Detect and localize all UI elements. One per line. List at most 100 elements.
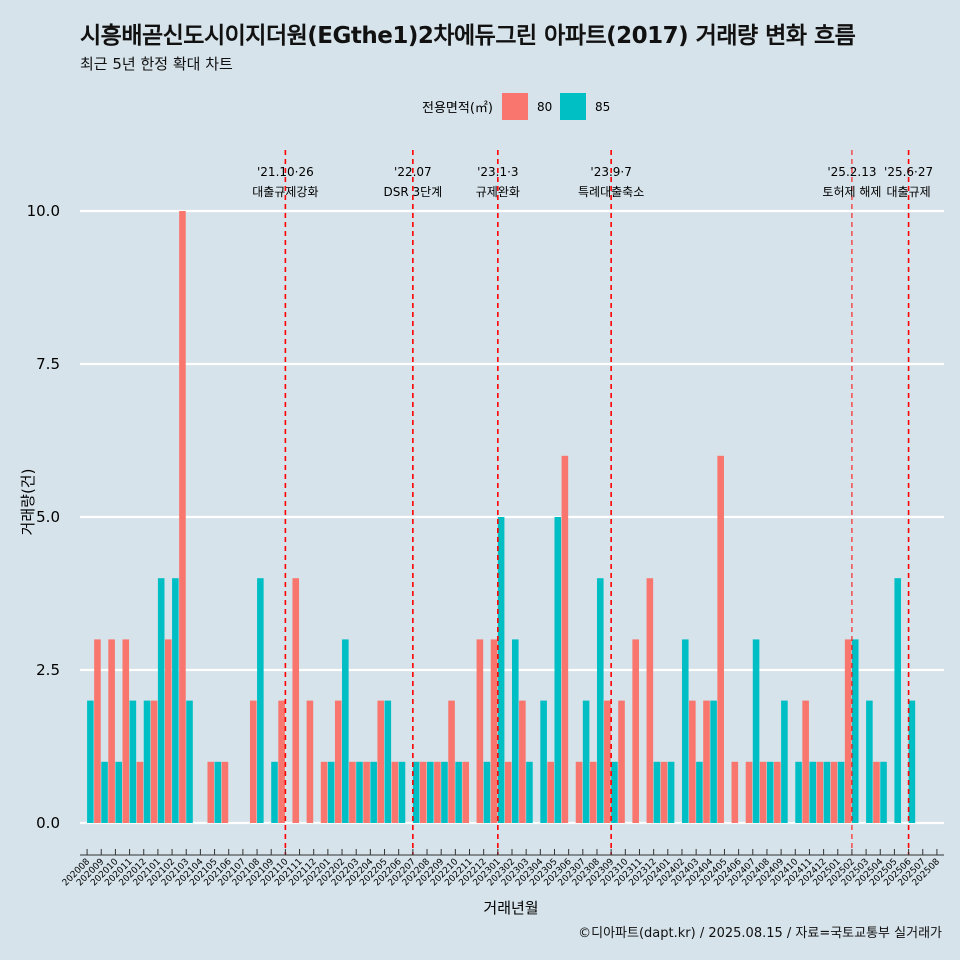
- bar-80-202412: [816, 761, 824, 823]
- bar-80-202205: [377, 700, 385, 823]
- bar-85-202109: [271, 761, 278, 823]
- bar-80-202204: [363, 761, 370, 823]
- bar-85-202011: [129, 700, 137, 823]
- bar-85-202408: [766, 761, 774, 823]
- bar-85-202105: [214, 761, 222, 823]
- bar-85-202304: [540, 700, 547, 823]
- bar-80-202110: [278, 700, 285, 823]
- bar-80-202504: [873, 761, 880, 823]
- bar-80-202310: [618, 700, 625, 823]
- bar-85-202010: [115, 761, 122, 823]
- bar-80-202405: [717, 455, 724, 823]
- event-date: '25.2.13: [827, 165, 876, 179]
- bar-85-202504: [880, 761, 887, 823]
- bar-80-202202: [334, 700, 342, 823]
- bar-85-202209: [441, 761, 448, 823]
- bar-85-202302: [512, 639, 519, 823]
- bar-80-202406: [731, 761, 739, 823]
- bar-85-202404: [710, 700, 717, 823]
- bar-85-202305: [554, 517, 562, 823]
- event-date: '23.9·7: [590, 165, 631, 179]
- bar-80-202308: [589, 761, 597, 823]
- bar-85-202103: [186, 700, 193, 823]
- x-axis-label: 거래년월: [483, 899, 538, 917]
- x-axis: 2020082020092020102020112020122021012021…: [61, 849, 944, 888]
- bar-85-202505: [894, 578, 902, 823]
- bar-80-202106: [221, 761, 229, 823]
- bar-85-202308: [596, 578, 604, 823]
- bar-80-202305: [547, 761, 554, 823]
- bar-85-202102: [172, 578, 179, 823]
- event-label: 규제완화: [476, 185, 520, 199]
- bar-80-202502: [844, 639, 852, 823]
- source-caption: ©디아파트(dapt.kr) / 2025.08.15 / 자료=국토교통부 실…: [578, 926, 942, 941]
- bar-85-202201: [327, 761, 335, 823]
- bar-80-202203: [349, 761, 356, 823]
- bar-85-202412: [823, 761, 831, 823]
- event-label: 특례대출축소: [578, 185, 644, 199]
- bar-80-202303: [519, 700, 526, 823]
- bar-80-202102: [164, 639, 172, 823]
- bar-80-202407: [745, 761, 753, 823]
- event-label: 대출규제강화: [252, 185, 318, 199]
- chart-title: 시흥배곧신도시이지더원(EGthe1)2차에듀그린 아파트(2017) 거래량 …: [80, 23, 856, 49]
- bar-85-202207: [412, 761, 420, 823]
- event-date: '21.10·26: [257, 165, 314, 179]
- y-axis: 0.0 2.5 5.0 7.5 10.0: [27, 202, 60, 832]
- y-tick-label: 5.0: [36, 508, 60, 526]
- bar-85-202502: [851, 639, 859, 823]
- bar-80-202404: [703, 700, 710, 823]
- bar-85-202108: [257, 578, 264, 823]
- bar-80-202409: [774, 761, 781, 823]
- bar-85-202212: [483, 761, 491, 823]
- y-axis-label: 거래량(건): [19, 469, 37, 536]
- legend-swatch-85: [560, 93, 586, 120]
- bar-80-202401: [660, 761, 668, 823]
- bar-85-202012: [143, 700, 151, 823]
- bar-80-202103: [179, 211, 186, 823]
- bar-85-202208: [427, 761, 434, 823]
- bar-80-202209: [434, 761, 441, 823]
- event-date: '22.07: [394, 165, 432, 179]
- bar-80-202302: [504, 761, 512, 823]
- bar-80-202212: [476, 639, 484, 823]
- bar-85-202506: [908, 700, 916, 823]
- bar-85-202202: [342, 639, 349, 823]
- legend-label-85: 85: [595, 100, 610, 114]
- event-date: '25.6·27: [884, 165, 933, 179]
- bar-85-202307: [582, 700, 590, 823]
- chart-subtitle: 최근 5년 한정 확대 차트: [80, 55, 233, 73]
- y-tick-label: 7.5: [36, 355, 60, 373]
- bar-85-202503: [866, 700, 873, 823]
- y-tick-label: 0.0: [36, 814, 60, 832]
- event-lines: [284, 150, 910, 855]
- bar-80-202105: [207, 761, 215, 823]
- bar-80-202009: [94, 639, 101, 823]
- bars: [87, 211, 916, 823]
- bar-80-202312: [646, 578, 654, 823]
- bar-80-202411: [802, 700, 809, 823]
- bar-85-202101: [157, 578, 165, 823]
- bar-85-202401: [667, 761, 675, 823]
- bar-80-202501: [830, 761, 838, 823]
- event-label: DSR 3단계: [383, 185, 442, 199]
- bar-85-202210: [455, 761, 462, 823]
- bar-80-202101: [150, 700, 158, 823]
- legend-label-80: 80: [537, 100, 552, 114]
- bar-80-202211: [462, 761, 470, 823]
- y-tick-label: 10.0: [27, 202, 60, 220]
- bar-80-202108: [249, 700, 257, 823]
- bar-80-202206: [391, 761, 399, 823]
- bar-80-202408: [759, 761, 767, 823]
- legend-swatch-80: [502, 93, 528, 120]
- bar-85-202312: [653, 761, 661, 823]
- bar-85-202411: [809, 761, 817, 823]
- bar-85-202303: [526, 761, 533, 823]
- bar-80-202311: [632, 639, 639, 823]
- bar-85-202309: [611, 761, 618, 823]
- legend-title: 전용면적(㎡): [422, 101, 493, 116]
- event-label: 대출규제: [887, 185, 931, 199]
- y-tick-label: 2.5: [36, 661, 60, 679]
- legend: 전용면적(㎡) 80 85: [422, 93, 610, 120]
